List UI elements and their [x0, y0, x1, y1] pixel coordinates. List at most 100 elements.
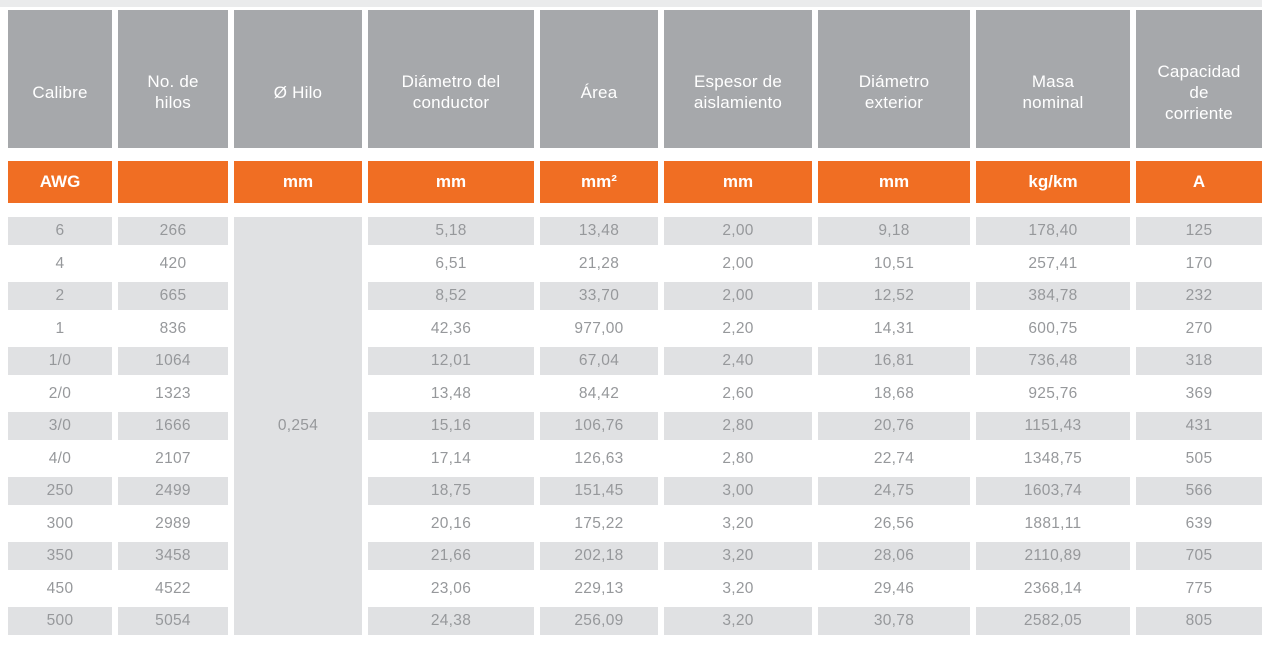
data-cell-capacidad-corriente: 125 [1136, 217, 1262, 245]
column-header-espesor-aislamiento: Espesor de aislamiento [664, 10, 812, 148]
data-cell-espesor-aislamiento: 2,60 [722, 384, 754, 402]
data-cell-area: 977,00 [574, 319, 624, 337]
data-cell-masa-nominal: 2368,14 [1023, 579, 1083, 597]
data-cell-espesor-aislamiento: 2,00 [664, 282, 812, 310]
data-cell-masa-nominal: 2582,05 [976, 607, 1130, 635]
data-cell-no-de-hilos: 1323 [155, 384, 191, 402]
data-cell-diametro-conductor: 20,16 [430, 514, 472, 532]
data-cell-area: 33,70 [540, 282, 658, 310]
data-cell-espesor-aislamiento: 3,20 [664, 607, 812, 635]
data-cell-no-de-hilos: 1666 [118, 412, 228, 440]
table-data-rows: 0,254 6 266 5,18 13,48 2,00 9,18 178,40 125 4 420 6… [8, 217, 1262, 640]
column-header-area: Área [540, 10, 658, 148]
data-cell-no-de-hilos: 1064 [118, 347, 228, 375]
data-cell-masa-nominal: 2110,89 [976, 542, 1130, 570]
data-cell-masa-nominal: 178,40 [976, 217, 1130, 245]
data-cell-area: 256,09 [540, 607, 658, 635]
data-cell-espesor-aislamiento: 3,20 [664, 542, 812, 570]
data-cell-diametro-conductor: 12,01 [368, 347, 534, 375]
data-cell-area: 151,45 [540, 477, 658, 505]
data-cell-capacidad-corriente: 639 [1185, 514, 1213, 532]
data-cell-capacidad-corriente: 270 [1185, 319, 1213, 337]
data-cell-no-de-hilos: 266 [118, 217, 228, 245]
data-cell-capacidad-corriente: 566 [1136, 477, 1262, 505]
data-cell-calibre: 1/0 [8, 347, 112, 375]
unit-cell-diametro-hilo: mm [234, 161, 362, 203]
data-cell-no-de-hilos: 665 [118, 282, 228, 310]
data-cell-diametro-exterior: 9,18 [818, 217, 970, 245]
data-cell-diametro-exterior: 28,06 [818, 542, 970, 570]
unit-cell-no-de-hilos [118, 161, 228, 203]
data-cell-calibre: 250 [8, 477, 112, 505]
data-cell-diametro-exterior: 16,81 [818, 347, 970, 375]
table-header-row: Calibre No. de hilos Ø Hilo Diámetro del co… [8, 10, 1262, 148]
data-cell-masa-nominal: 1603,74 [976, 477, 1130, 505]
data-cell-calibre: 6 [8, 217, 112, 245]
data-cell-diametro-exterior: 22,74 [873, 449, 915, 467]
data-cell-capacidad-corriente: 170 [1185, 254, 1213, 272]
data-cell-calibre: 4/0 [48, 449, 72, 467]
data-cell-diametro-conductor: 42,36 [430, 319, 472, 337]
data-cell-masa-nominal: 925,76 [1028, 384, 1078, 402]
data-cell-diametro-exterior: 24,75 [818, 477, 970, 505]
data-cell-espesor-aislamiento: 2,00 [722, 254, 754, 272]
unit-cell-masa-nominal: kg/km [976, 161, 1130, 203]
data-cell-area: 126,63 [574, 449, 624, 467]
data-cell-no-de-hilos: 2989 [155, 514, 191, 532]
data-cell-no-de-hilos: 2499 [118, 477, 228, 505]
data-cell-capacidad-corriente: 505 [1185, 449, 1213, 467]
data-cell-calibre: 500 [8, 607, 112, 635]
data-cell-diametro-exterior: 14,31 [873, 319, 915, 337]
data-cell-diametro-conductor: 8,52 [368, 282, 534, 310]
data-cell-diametro-exterior: 10,51 [873, 254, 915, 272]
top-edge-strip [0, 0, 1262, 7]
data-cell-diametro-conductor: 13,48 [430, 384, 472, 402]
data-cell-calibre: 450 [46, 579, 74, 597]
wire-spec-table: Calibre No. de hilos Ø Hilo Diámetro del co… [8, 10, 1262, 640]
data-cell-area: 202,18 [540, 542, 658, 570]
data-cell-diametro-exterior: 30,78 [818, 607, 970, 635]
data-cell-capacidad-corriente: 805 [1136, 607, 1262, 635]
data-cell-diametro-conductor: 21,66 [368, 542, 534, 570]
column-header-diametro-exterior: Diámetro exterior [818, 10, 970, 148]
data-cell-no-de-hilos: 2107 [155, 449, 191, 467]
data-cell-espesor-aislamiento: 3,00 [664, 477, 812, 505]
data-cell-no-de-hilos: 836 [159, 319, 187, 337]
data-cell-masa-nominal: 736,48 [976, 347, 1130, 375]
column-header-masa-nominal: Masa nominal [976, 10, 1130, 148]
data-cell-calibre: 3/0 [8, 412, 112, 440]
column-header-diametro-hilo: Ø Hilo [234, 10, 362, 148]
data-cell-masa-nominal: 1881,11 [1024, 514, 1082, 532]
data-cell-espesor-aislamiento: 2,80 [664, 412, 812, 440]
data-cell-diametro-exterior: 12,52 [818, 282, 970, 310]
data-cell-masa-nominal: 1348,75 [1023, 449, 1083, 467]
data-cell-masa-nominal: 1151,43 [976, 412, 1130, 440]
data-cell-capacidad-corriente: 318 [1136, 347, 1262, 375]
column-header-capacidad-corriente: Capacidad de corriente [1136, 10, 1262, 148]
table-units-row: AWG mm mm mm² mm mm kg/km A [8, 161, 1262, 203]
data-cell-area: 175,22 [574, 514, 624, 532]
data-cell-diametro-exterior: 29,46 [873, 579, 915, 597]
data-cell-no-de-hilos: 5054 [118, 607, 228, 635]
data-cell-area: 67,04 [540, 347, 658, 375]
data-cell-diametro-conductor: 23,06 [430, 579, 472, 597]
data-cell-area: 84,42 [578, 384, 620, 402]
data-cell-area: 13,48 [540, 217, 658, 245]
unit-cell-capacidad-corriente: A [1136, 161, 1262, 203]
data-cell-espesor-aislamiento: 3,20 [722, 514, 754, 532]
data-cell-no-de-hilos: 420 [159, 254, 187, 272]
data-cell-masa-nominal: 600,75 [1028, 319, 1078, 337]
unit-cell-diametro-conductor: mm [368, 161, 534, 203]
column-header-no-de-hilos: No. de hilos [118, 10, 228, 148]
data-cell-area: 229,13 [574, 579, 624, 597]
data-cell-diametro-conductor: 5,18 [368, 217, 534, 245]
data-cell-diametro-conductor: 15,16 [368, 412, 534, 440]
data-cell-espesor-aislamiento: 3,20 [722, 579, 754, 597]
data-cell-diametro-exterior: 20,76 [818, 412, 970, 440]
data-cell-calibre: 4 [55, 254, 65, 272]
unit-cell-area: mm² [540, 161, 658, 203]
data-cell-diametro-conductor: 17,14 [430, 449, 472, 467]
data-cell-calibre: 1 [55, 319, 65, 337]
data-cell-diametro-exterior: 18,68 [873, 384, 915, 402]
